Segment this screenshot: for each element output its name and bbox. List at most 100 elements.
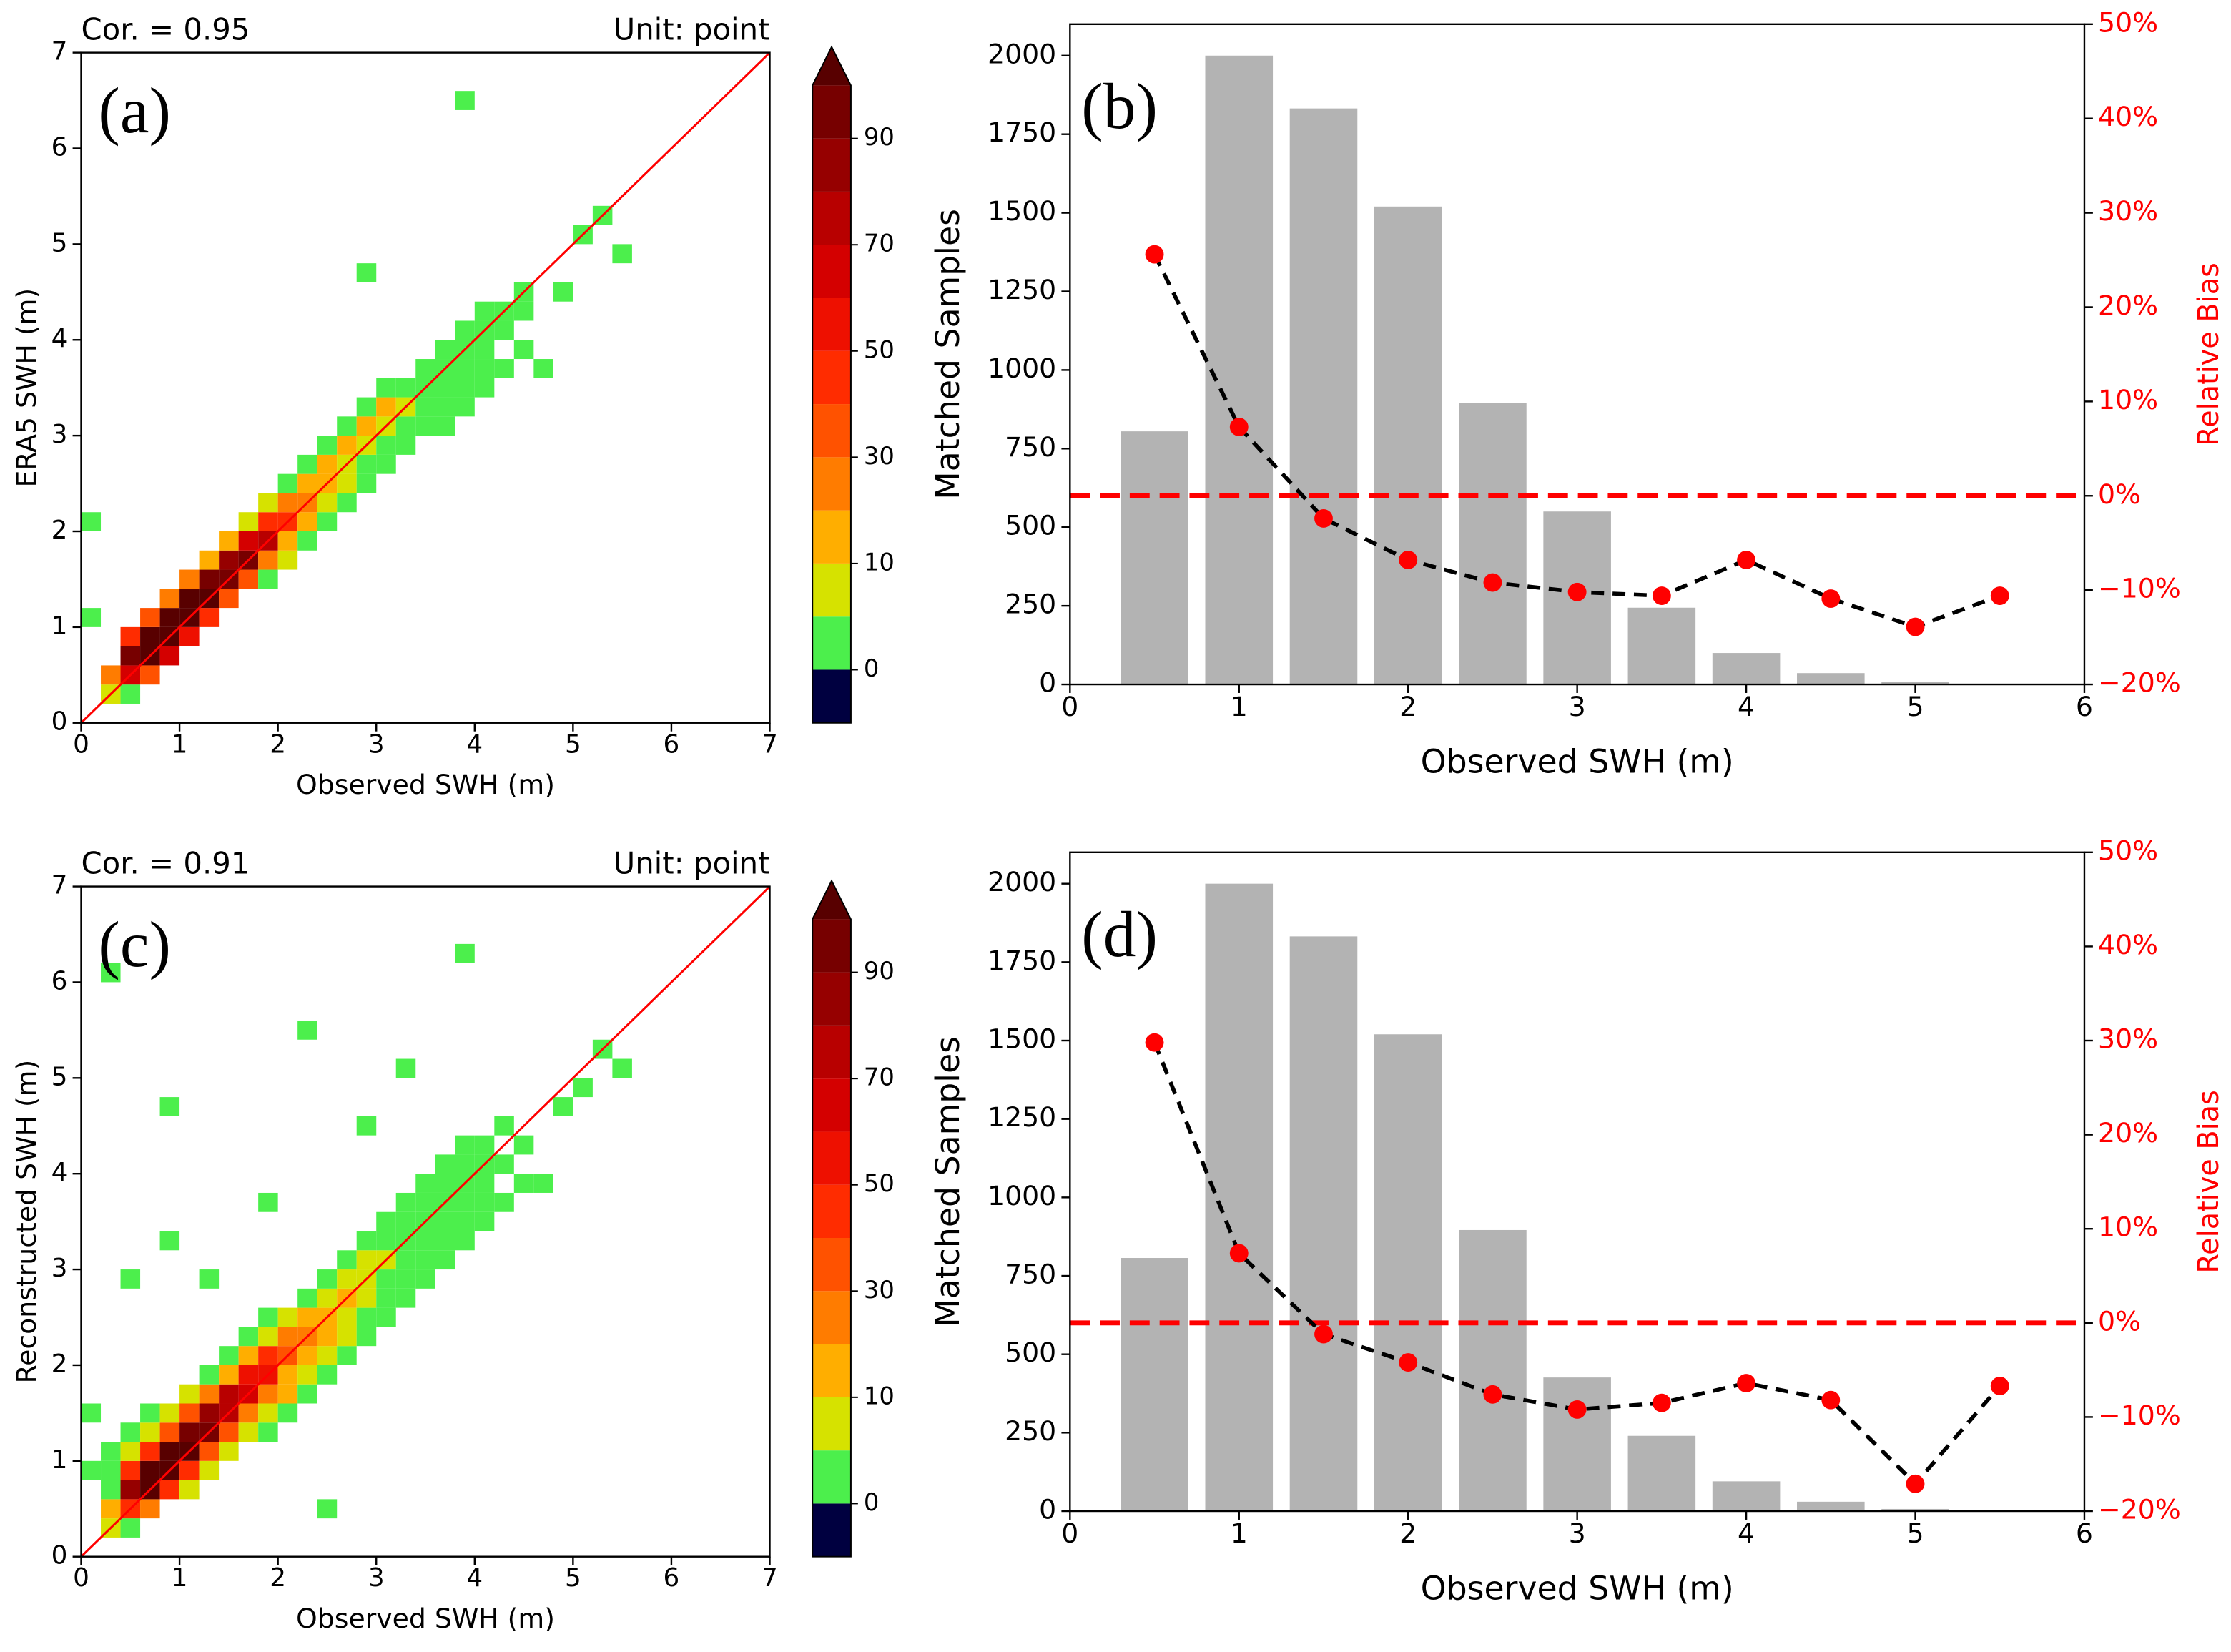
density-cell bbox=[258, 1327, 278, 1347]
density-cell bbox=[337, 493, 357, 513]
x-tick-label: 1 bbox=[1231, 1518, 1248, 1549]
bias-marker bbox=[1229, 1244, 1249, 1263]
density-cell bbox=[101, 963, 121, 983]
density-cell bbox=[317, 1499, 338, 1519]
x-tick-label: 4 bbox=[1738, 1518, 1755, 1549]
annotation: Cor. = 0.95 bbox=[82, 12, 250, 47]
x-tick-label: 0 bbox=[73, 729, 89, 759]
x-tick-label: 7 bbox=[762, 1563, 778, 1593]
density-cell bbox=[415, 416, 435, 436]
y-tick-label: 750 bbox=[1005, 431, 1056, 463]
density-cell bbox=[159, 589, 180, 609]
density-cell bbox=[258, 569, 278, 589]
colorbar-segment bbox=[812, 138, 851, 192]
density-cell bbox=[337, 1307, 357, 1327]
bar bbox=[1627, 1435, 1696, 1512]
density-cell bbox=[435, 378, 455, 398]
density-cell bbox=[258, 1307, 278, 1327]
panel-label: (b) bbox=[1081, 69, 1158, 142]
y2-tick-label: 10% bbox=[2098, 1211, 2158, 1243]
density-cell bbox=[199, 550, 220, 570]
bias-marker bbox=[1483, 573, 1502, 592]
y2-tick-label: 20% bbox=[2098, 290, 2158, 321]
x-tick-label: 0 bbox=[1061, 691, 1078, 722]
density-cell bbox=[376, 454, 396, 474]
density-cell bbox=[199, 1442, 220, 1461]
density-cell bbox=[199, 608, 220, 627]
density-cell bbox=[455, 1231, 475, 1251]
colorbar-segment bbox=[812, 616, 851, 670]
panel-label: (c) bbox=[98, 908, 171, 980]
density-cell bbox=[258, 1384, 278, 1404]
density-cell bbox=[415, 397, 435, 417]
density-cell bbox=[435, 1154, 455, 1174]
density-cell bbox=[356, 397, 377, 417]
density-cell bbox=[455, 943, 475, 963]
density-cell bbox=[435, 1250, 455, 1270]
y-tick-label: 1 bbox=[51, 1445, 68, 1475]
density-cell bbox=[455, 359, 475, 378]
y-axis-label: Reconstructed SWH (m) bbox=[11, 1060, 42, 1384]
density-cell bbox=[356, 1231, 377, 1251]
density-cell bbox=[120, 684, 141, 704]
density-cell bbox=[356, 1250, 377, 1270]
colorbar-extend bbox=[812, 880, 851, 920]
density-cell bbox=[297, 531, 317, 551]
density-cell bbox=[238, 1422, 259, 1442]
colorbar-tick-label: 50 bbox=[864, 1169, 895, 1197]
y-axis-label: Matched Samples bbox=[929, 1036, 967, 1327]
y-tick-label: 500 bbox=[1005, 1337, 1056, 1368]
bias-marker bbox=[1652, 586, 1671, 605]
y2-tick-label: 30% bbox=[2098, 1023, 2158, 1055]
density-cell bbox=[337, 436, 357, 455]
y2-tick-label: 40% bbox=[2098, 929, 2158, 960]
y-tick-label: 1000 bbox=[988, 353, 1056, 384]
density-cell bbox=[513, 1174, 534, 1193]
density-cell bbox=[474, 301, 495, 321]
x-tick-label: 2 bbox=[1399, 691, 1417, 722]
density-cell bbox=[277, 1365, 298, 1385]
density-cell bbox=[494, 1192, 514, 1212]
y2-tick-label: −10% bbox=[2098, 1400, 2181, 1431]
density-cell bbox=[474, 1192, 495, 1212]
density-cell bbox=[317, 512, 338, 531]
density-cell bbox=[238, 1403, 259, 1423]
density-cell bbox=[455, 397, 475, 417]
density-cell bbox=[317, 1346, 338, 1365]
density-cell bbox=[474, 1135, 495, 1155]
colorbar-tick-label: 70 bbox=[864, 230, 895, 257]
density-cell bbox=[553, 282, 573, 302]
density-cell bbox=[455, 320, 475, 340]
density-cell bbox=[277, 531, 298, 551]
density-cell bbox=[238, 1365, 259, 1385]
y-tick-label: 5 bbox=[51, 228, 68, 257]
density-cell bbox=[297, 473, 317, 493]
bias-marker bbox=[1737, 1374, 1756, 1392]
colorbar-tick-label: 0 bbox=[864, 654, 880, 682]
y-tick-label: 0 bbox=[1039, 1494, 1056, 1525]
y-tick-label: 6 bbox=[51, 132, 68, 162]
bias-marker bbox=[1652, 1393, 1671, 1412]
bias-marker bbox=[1567, 1400, 1587, 1419]
density-cell bbox=[435, 1231, 455, 1251]
density-cell bbox=[376, 1288, 396, 1308]
density-cell bbox=[101, 1499, 121, 1519]
density-cell bbox=[435, 340, 455, 360]
x-tick-label: 7 bbox=[762, 729, 778, 759]
density-cell bbox=[395, 1288, 416, 1308]
bias-marker bbox=[1314, 508, 1333, 528]
colorbar-segment bbox=[812, 1397, 851, 1451]
density-cell bbox=[455, 1154, 475, 1174]
density-cell bbox=[277, 1403, 298, 1423]
density-cell bbox=[159, 608, 180, 627]
colorbar-segment bbox=[812, 919, 851, 973]
density-cell bbox=[317, 436, 338, 455]
density-cell bbox=[573, 1078, 593, 1098]
y2-tick-label: 10% bbox=[2098, 384, 2158, 416]
panel-label: (a) bbox=[98, 74, 171, 147]
density-cell bbox=[317, 1288, 338, 1308]
density-cell bbox=[297, 1020, 317, 1040]
y-axis-label: Matched Samples bbox=[929, 209, 967, 500]
bias-marker bbox=[1737, 551, 1756, 569]
x-tick-label: 5 bbox=[1906, 1518, 1924, 1549]
